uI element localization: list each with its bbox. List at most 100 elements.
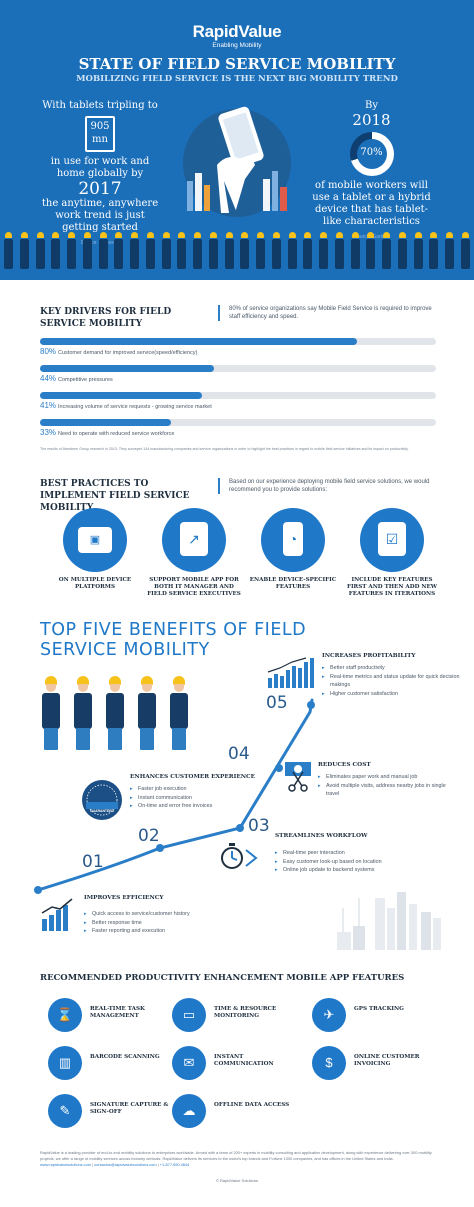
worker-silhouette — [51, 232, 61, 270]
hybrid-stat-percent: 70% — [360, 147, 383, 158]
worker-silhouette — [445, 232, 454, 270]
worker-silhouette — [82, 232, 92, 270]
benefit-heading: REDUCES COST — [318, 762, 371, 768]
feature-label: GPS TRACKING — [354, 1006, 404, 1012]
tablet-chart-icon: ↗ — [162, 508, 226, 572]
email-link[interactable]: contactus@rapidvaluesolutions.com — [94, 1162, 157, 1167]
worker-figure — [72, 676, 94, 752]
worker-silhouette — [98, 232, 108, 270]
feature-item: $ ONLINE CUSTOMER INVOICING — [312, 1046, 442, 1082]
workers-row-illustration — [0, 232, 474, 272]
best-practice-label: ON MULTIPLE DEVICE PLATFORMS — [58, 577, 132, 590]
worker-silhouette — [114, 232, 124, 270]
driver-bar: 80% Customer demand for improved service(… — [40, 338, 436, 366]
dollar-icon: $ — [312, 1046, 346, 1080]
benefit-point: Easy customer look-up based on location — [275, 858, 415, 867]
worker-silhouette — [303, 232, 313, 270]
key-drivers-intro: 80% of service organizations say Mobile … — [218, 305, 433, 321]
brand-logo: RapidValue Enabling Mobility — [0, 22, 474, 49]
feature-label: BARCODE SCANNING — [90, 1054, 160, 1060]
worker-silhouette — [161, 232, 171, 270]
best-practice-item: ▣ ON MULTIPLE DEVICE PLATFORMS — [45, 508, 145, 591]
worker-silhouette — [271, 232, 281, 270]
signature-icon: ✎ — [48, 1094, 82, 1128]
benefit-point: Higher customer satisfaction — [322, 690, 462, 699]
driver-bar-track — [40, 392, 436, 399]
gps-icon: ✈ — [312, 998, 346, 1032]
worker-silhouette — [4, 232, 13, 270]
driver-bar-track — [40, 419, 436, 426]
barcode-icon: ▥ — [48, 1046, 82, 1080]
feature-label: INSTANT COMMUNICATION — [214, 1054, 274, 1067]
tablet-stat-outro: the anytime, anywhere work trend is just… — [41, 198, 159, 233]
worker-silhouette — [208, 232, 218, 270]
hybrid-stat-text: of mobile workers will use a tablet or a… — [312, 180, 431, 227]
feature-label: TIME & RESOURCE MONITORING — [214, 1006, 277, 1019]
devices-icon: ▣ — [63, 508, 127, 572]
best-practice-label: SUPPORT MOBILE APP FOR BOTH IT MANAGER A… — [147, 577, 241, 597]
feature-item: ▥ BARCODE SCANNING — [48, 1046, 178, 1082]
driver-bar-fill — [40, 392, 203, 399]
benefit-point: Faster reporting and execution — [84, 927, 224, 936]
benefit-point: Instant communication — [130, 794, 270, 803]
driver-bar-fill — [40, 338, 357, 345]
benefit-point: Real-time peer interaction — [275, 849, 415, 858]
benefit-point: Quick access to service/customer history — [84, 910, 224, 919]
feature-item: ✎ SIGNATURE CAPTURE & SIGN-OFF — [48, 1094, 178, 1130]
worker-silhouette — [319, 232, 328, 270]
driver-bar-text: Need to operate with reduced service wor… — [58, 431, 175, 437]
benefit-number: 05 — [266, 693, 288, 713]
hybrid-device-stat: By 2018 70% of mobile workers will use a… — [309, 100, 434, 243]
worker-silhouette — [240, 232, 250, 270]
benefit-point: Faster job execution — [130, 785, 270, 794]
benefits-title: TOP FIVE BENEFITS OF FIELD SERVICE MOBIL… — [40, 620, 307, 660]
driver-bar: 44% Competitive pressures — [40, 365, 436, 393]
worker-figure — [104, 676, 126, 752]
efficiency-chart-icon — [41, 898, 73, 931]
tablet-stat: With tablets tripling to 905 mn in use f… — [40, 100, 160, 249]
feature-label: REAL-TIME TASK MANAGEMENT — [90, 1006, 145, 1019]
driver-bar-track — [40, 365, 436, 372]
benefit-point: Better response time — [84, 919, 224, 928]
driver-bar: 33% Need to operate with reduced service … — [40, 419, 436, 447]
benefit-number: 04 — [228, 744, 250, 764]
best-practice-item: ◔ ENABLE DEVICE-SPECIFIC FEATURES — [243, 508, 343, 591]
driver-bar-percent: 80% — [40, 347, 57, 356]
hand-holding-phone-illustration — [183, 106, 291, 217]
benefit-point: Real-time metrics and status update for … — [322, 673, 462, 690]
hourglass-icon: ⌛ — [48, 998, 82, 1032]
worker-silhouette — [193, 232, 202, 270]
best-practice-label: INCLUDE KEY FEATURES FIRST AND THEN ADD … — [346, 577, 438, 597]
worker-silhouette — [224, 232, 234, 270]
tablet-stat-year: 2017 — [78, 179, 122, 199]
tablet-stat-intro: With tablets tripling to — [42, 100, 158, 111]
guaranteed-badge-text: GUARANTEED — [90, 809, 114, 813]
best-practices-intro: Based on our experience deploying mobile… — [218, 478, 433, 494]
workers-group-illustration — [40, 676, 190, 752]
tablet-stat-body: in use for work and home globally by — [50, 156, 150, 179]
growth-curve — [34, 698, 315, 894]
driver-bar: 41% Increasing volume of service requests… — [40, 392, 436, 420]
driver-bar-track — [40, 338, 436, 345]
worker-silhouette — [130, 232, 139, 270]
hero-banner: RapidValue Enabling Mobility STATE OF FI… — [0, 0, 474, 280]
feature-item: ✉ INSTANT COMMUNICATION — [172, 1046, 302, 1082]
page-subtitle: MOBILIZING FIELD SERVICE IS THE NEXT BIG… — [76, 74, 398, 84]
bar-chart-growth-icon — [267, 657, 314, 688]
benefit-point: Eliminates paper work and manual job — [318, 773, 458, 782]
checklist-icon: ☑ — [360, 508, 424, 572]
features-title: RECOMMENDED PRODUCTIVITY ENHANCEMENT MOB… — [40, 973, 405, 983]
hybrid-stat-by: By — [365, 100, 378, 111]
benefit-improves-efficiency: IMPROVES EFFICIENCY Quick access to serv… — [84, 895, 224, 936]
feature-item: ✈ GPS TRACKING — [312, 998, 442, 1034]
copyright: © RapidValue Solutions — [215, 1178, 258, 1183]
worker-silhouette — [397, 232, 407, 270]
website-link[interactable]: www.rapidvaluesolutions.com — [40, 1162, 92, 1167]
worker-silhouette — [429, 232, 439, 270]
driver-bar-percent: 44% — [40, 374, 57, 383]
driver-bar-fill — [40, 365, 215, 372]
benefit-number: 03 — [248, 816, 270, 836]
city-skyline-illustration — [337, 892, 441, 950]
hybrid-stat-year: 2018 — [352, 111, 391, 129]
feature-label: ONLINE CUSTOMER INVOICING — [354, 1054, 420, 1067]
